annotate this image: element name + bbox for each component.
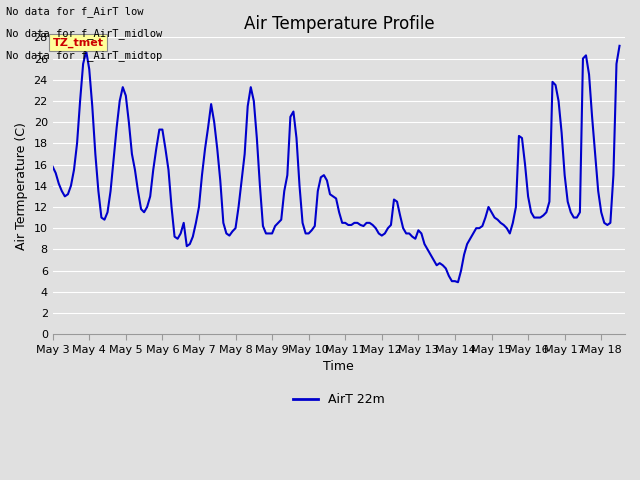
Y-axis label: Air Termperature (C): Air Termperature (C) <box>15 122 28 250</box>
Legend: AirT 22m: AirT 22m <box>288 388 390 411</box>
Text: TZ_tmet: TZ_tmet <box>52 37 104 48</box>
Text: No data for f_AirT low: No data for f_AirT low <box>6 6 144 17</box>
X-axis label: Time: Time <box>323 360 354 373</box>
Title: Air Temperature Profile: Air Temperature Profile <box>244 15 434 33</box>
Text: No data for f_AirT_midlow: No data for f_AirT_midlow <box>6 28 163 39</box>
Text: No data for f_AirT_midtop: No data for f_AirT_midtop <box>6 49 163 60</box>
